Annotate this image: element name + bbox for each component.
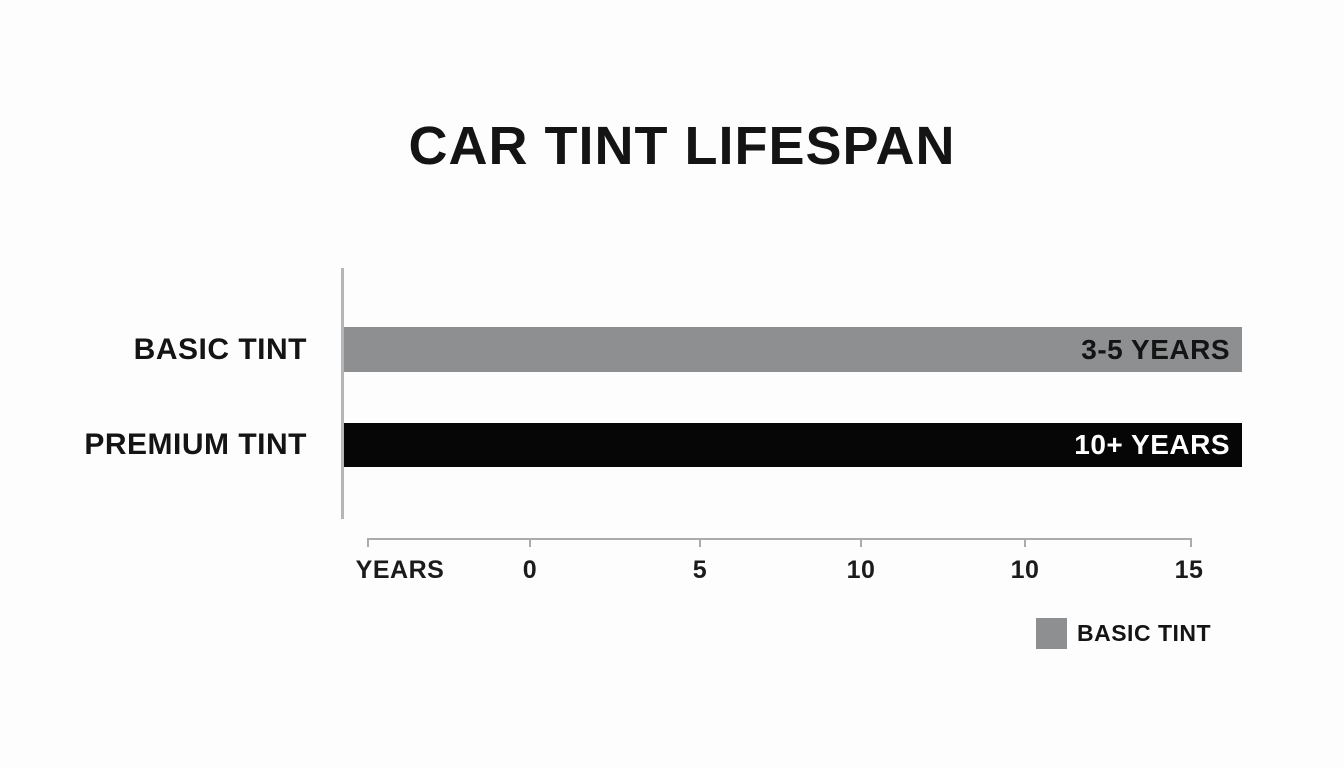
x-axis-tick: [860, 538, 862, 547]
x-axis-tick: [367, 538, 369, 547]
category-label-basic-tint: BASIC TINT: [133, 333, 307, 366]
bar-basic-tint: 3-5 YEARS: [344, 327, 1242, 372]
bar-value-label-premium: 10+ YEARS: [1074, 429, 1230, 460]
x-axis-tick-label-10b: 10: [1010, 556, 1040, 584]
x-axis-tick-label-10a: 10: [846, 556, 876, 584]
x-axis-tick-label-0: 0: [522, 556, 538, 584]
x-axis-tick-label-5: 5: [692, 556, 708, 584]
x-axis-tick: [1024, 538, 1026, 547]
x-axis-tick-label-15: 15: [1174, 556, 1204, 584]
legend-swatch-basic-tint: [1036, 618, 1067, 649]
x-axis-tick: [1190, 538, 1192, 547]
category-label-premium-tint: PREMIUM TINT: [84, 428, 307, 461]
legend: BASIC TINT: [1036, 618, 1211, 649]
legend-label-basic-tint: BASIC TINT: [1077, 620, 1212, 646]
x-axis-tick: [529, 538, 531, 547]
chart-title: CAR TINT LIFESPAN: [408, 116, 956, 176]
x-axis-tick: [699, 538, 701, 547]
bar-value-label-basic: 3-5 YEARS: [1081, 333, 1230, 365]
x-axis-line: [368, 538, 1192, 540]
y-axis-line: [341, 268, 344, 519]
bar-premium-tint: 10+ YEARS: [344, 423, 1242, 467]
x-axis-label-years: YEARS: [355, 556, 445, 584]
